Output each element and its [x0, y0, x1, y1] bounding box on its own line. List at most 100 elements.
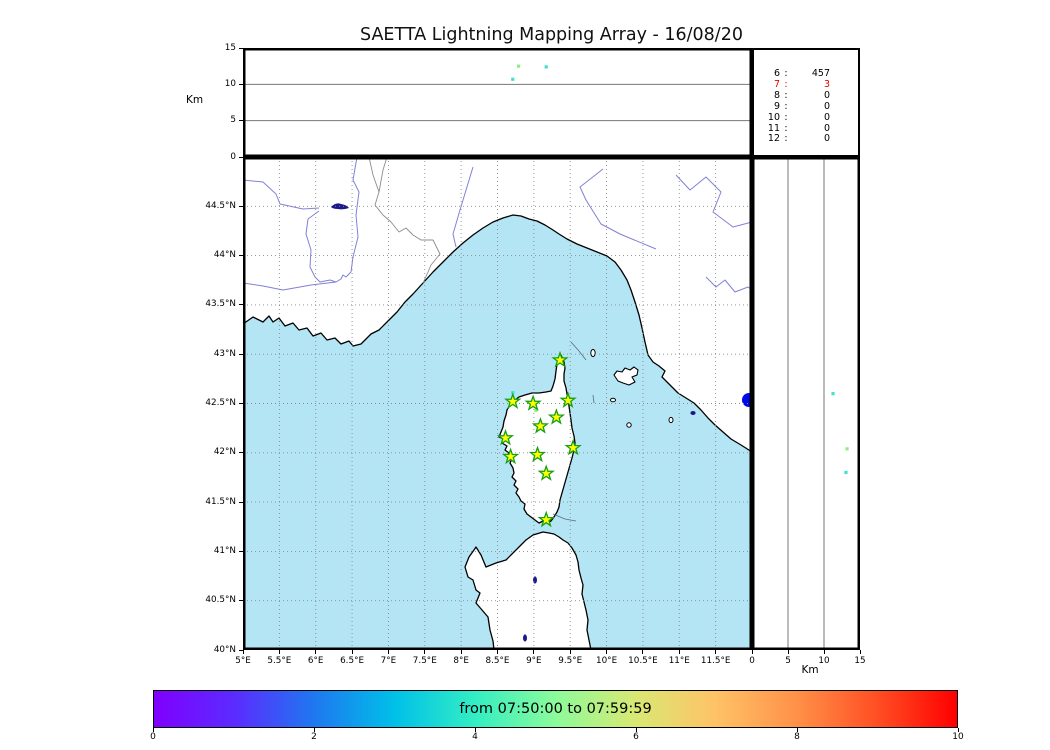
- lat-tick-label: 42°N: [213, 447, 236, 458]
- colorbar-tick-mark: [796, 728, 798, 732]
- colon: :: [784, 89, 788, 101]
- page-title: SAETTA Lightning Mapping Array - 16/08/2…: [360, 25, 743, 45]
- altitude-axis-label-bottom: Km: [801, 664, 819, 676]
- right-panel-frame: [752, 157, 860, 650]
- right-xtick-mark: [823, 650, 825, 654]
- sardinia-island: [464, 531, 592, 650]
- lat-tick-mark: [239, 501, 243, 503]
- chi2-count: 0: [823, 100, 830, 112]
- colon: :: [784, 122, 788, 134]
- sea-line-features: [552, 341, 595, 522]
- lat-tick-label: 42.5°N: [205, 398, 236, 408]
- station-star-marker: [537, 464, 555, 481]
- coastline-mainland: [243, 157, 752, 453]
- chi2-level: 6: [773, 68, 780, 79]
- station-star-marker: [524, 394, 542, 411]
- stats-row: 9: 0: [754, 100, 858, 113]
- lake-orbetello: [690, 411, 696, 415]
- station-markers: [496, 350, 582, 528]
- stats-row: 11: 0: [754, 122, 858, 135]
- colon: :: [784, 68, 788, 79]
- lightning-source-dot: [845, 447, 849, 451]
- lon-tick-label: 8°E: [453, 656, 469, 666]
- colon: :: [784, 100, 788, 112]
- colorbar-tick-label: 0: [150, 732, 156, 742]
- lightning-source-dot: [544, 65, 548, 69]
- lon-tick-mark: [642, 650, 644, 654]
- station-star-marker: [564, 438, 582, 456]
- right-xtick-label: 10: [818, 656, 830, 666]
- top-panel-frame: [243, 48, 752, 157]
- station-star-marker: [496, 428, 515, 446]
- lightning-source-dot: [844, 470, 848, 475]
- chi2-level: 12: [767, 133, 780, 145]
- altitude-latitude-panel: [752, 157, 860, 650]
- lat-tick-mark: [239, 452, 243, 454]
- stats-row: 10: 0: [754, 111, 858, 124]
- lon-tick-label: 10°E: [595, 656, 618, 666]
- time-colorbar: from 07:50:00 to 07:59:59: [153, 690, 958, 728]
- chi2-level: 10: [767, 111, 780, 123]
- lat-tick-mark: [239, 205, 243, 207]
- chi2-count: 457: [811, 68, 830, 79]
- chi2-level: 11: [767, 122, 780, 134]
- lightning-source-dot: [516, 64, 521, 68]
- giglio-islet: [668, 416, 674, 424]
- colon: :: [784, 133, 788, 145]
- colon: :: [784, 111, 788, 123]
- lon-tick-label: 7.5°E: [412, 656, 437, 666]
- stats-row: 12: 0: [754, 134, 858, 145]
- lon-tick-mark: [278, 650, 280, 654]
- chi2-count: 0: [823, 133, 830, 145]
- geography: [243, 157, 752, 650]
- lat-tick-mark: [239, 403, 243, 404]
- lon-tick-mark: [387, 650, 389, 654]
- colorbar-tick-label: 4: [472, 732, 478, 742]
- lon-tick-mark: [606, 650, 608, 654]
- colorbar-tick-label: 10: [952, 732, 964, 742]
- lake-sardinia-2: [523, 634, 527, 642]
- lightning-source-dot: [511, 77, 515, 81]
- montecristo-islet: [626, 422, 632, 428]
- lon-tick-mark: [242, 650, 244, 654]
- chi2-level: 7: [773, 78, 780, 90]
- lat-tick-label: 41°N: [213, 545, 236, 556]
- colorbar-tick-mark: [313, 728, 315, 732]
- colorbar-tick-mark: [152, 728, 154, 732]
- top-ytick-mark: [239, 47, 243, 49]
- stats-row: 7: 3: [754, 78, 858, 91]
- lon-tick-label: 6.5°E: [340, 656, 365, 666]
- lat-tick-label: 44°N: [213, 250, 236, 261]
- top-ytick-label: 10: [224, 78, 236, 89]
- lon-tick-mark: [715, 650, 717, 654]
- chi2-level: 8: [773, 89, 780, 101]
- lon-tick-mark: [315, 650, 317, 654]
- chi2-count: 0: [823, 122, 830, 134]
- station-star-marker: [528, 445, 547, 463]
- station-star-marker: [551, 350, 569, 368]
- station-star-marker: [501, 447, 520, 465]
- lat-tick-label: 41.5°N: [205, 496, 236, 507]
- colorbar-tick-mark: [474, 728, 476, 732]
- colorbar-tick-mark: [957, 728, 959, 732]
- graticule: [243, 157, 752, 650]
- time-window-label: from 07:50:00 to 07:59:59: [459, 701, 652, 717]
- map-panel: [243, 157, 752, 650]
- lat-tick-label: 43.5°N: [205, 299, 236, 310]
- lon-tick-label: 9.5°E: [558, 656, 583, 666]
- right-xtick-label: 15: [854, 656, 866, 666]
- colorbar-tick-mark: [635, 728, 637, 732]
- lon-tick-label: 10.5°E: [628, 656, 658, 666]
- capraia-islet: [590, 348, 596, 358]
- top-ytick-label: 15: [224, 42, 236, 53]
- chi2-level: 9: [773, 100, 780, 112]
- lat-tick-label: 40°N: [213, 644, 236, 655]
- lat-tick-label: 44.5°N: [205, 200, 236, 211]
- lon-tick-mark: [497, 650, 498, 654]
- colorbar-tick-label: 2: [311, 732, 317, 742]
- lat-tick-mark: [239, 353, 243, 355]
- stats-row: 8: 0: [754, 89, 858, 102]
- lon-tick-label: 5.5°E: [267, 656, 292, 666]
- chi2-stats-rows: 6: 457 7: 3 8: 0 9: 0 10: 0 11: 0 12: 0: [754, 50, 858, 145]
